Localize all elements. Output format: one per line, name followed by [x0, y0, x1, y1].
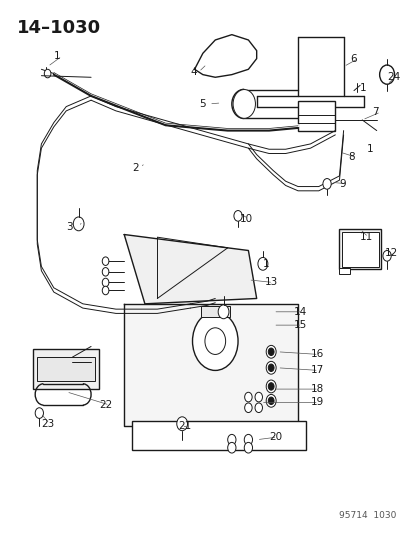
Circle shape [268, 348, 273, 356]
Text: 23: 23 [41, 419, 55, 429]
Circle shape [233, 90, 255, 118]
Text: 1: 1 [54, 51, 60, 61]
Circle shape [227, 442, 235, 453]
Circle shape [218, 305, 228, 319]
Bar [341, 232, 378, 266]
Text: 17: 17 [310, 366, 323, 375]
Circle shape [244, 392, 252, 402]
Text: 1: 1 [366, 144, 372, 154]
Circle shape [102, 268, 109, 276]
Bar [339, 229, 380, 269]
Circle shape [244, 442, 252, 453]
Text: 18: 18 [310, 384, 323, 394]
Circle shape [102, 278, 109, 287]
Circle shape [244, 403, 252, 413]
Circle shape [227, 434, 235, 445]
Text: 21: 21 [178, 422, 191, 431]
Text: 22: 22 [99, 400, 112, 410]
Circle shape [73, 217, 84, 231]
Circle shape [254, 392, 262, 402]
Circle shape [268, 397, 273, 405]
Text: 20: 20 [268, 432, 282, 442]
Circle shape [44, 69, 51, 78]
Polygon shape [124, 235, 256, 304]
Bar [37, 357, 95, 381]
Text: 19: 19 [310, 398, 323, 407]
Text: 12: 12 [384, 248, 397, 258]
Text: 5: 5 [198, 99, 205, 109]
Circle shape [257, 257, 267, 270]
Text: 10: 10 [240, 214, 253, 223]
Polygon shape [124, 304, 297, 426]
Text: 6: 6 [349, 54, 356, 63]
Text: 3: 3 [66, 222, 73, 231]
Circle shape [233, 211, 242, 221]
Text: 4: 4 [190, 67, 197, 77]
Circle shape [102, 257, 109, 265]
Bar [200, 306, 229, 317]
Text: 11: 11 [359, 232, 373, 242]
Circle shape [266, 394, 275, 407]
Bar [132, 421, 306, 450]
Circle shape [102, 286, 109, 295]
Text: 14: 14 [293, 307, 306, 317]
Bar [33, 349, 99, 389]
Circle shape [176, 417, 187, 431]
Circle shape [192, 312, 237, 370]
Circle shape [244, 434, 252, 445]
Circle shape [266, 380, 275, 393]
Text: 7: 7 [372, 107, 378, 117]
Circle shape [254, 403, 262, 413]
Text: 95714  1030: 95714 1030 [339, 511, 396, 520]
Text: 9: 9 [339, 179, 345, 189]
Circle shape [204, 328, 225, 354]
Circle shape [379, 65, 394, 84]
Text: 8: 8 [347, 152, 354, 162]
Text: 14–1030: 14–1030 [17, 19, 100, 37]
Text: 13: 13 [264, 278, 278, 287]
Text: 24: 24 [386, 72, 399, 82]
Circle shape [322, 179, 330, 189]
Circle shape [266, 345, 275, 358]
Circle shape [266, 361, 275, 374]
Bar [339, 268, 349, 274]
Bar [297, 101, 335, 131]
Circle shape [268, 364, 273, 372]
Text: 1: 1 [262, 259, 269, 269]
Circle shape [268, 383, 273, 390]
Text: 1: 1 [359, 83, 366, 93]
Text: 2: 2 [132, 163, 139, 173]
Circle shape [35, 408, 43, 418]
Circle shape [382, 251, 390, 261]
Text: 15: 15 [293, 320, 306, 330]
Text: 16: 16 [310, 350, 323, 359]
